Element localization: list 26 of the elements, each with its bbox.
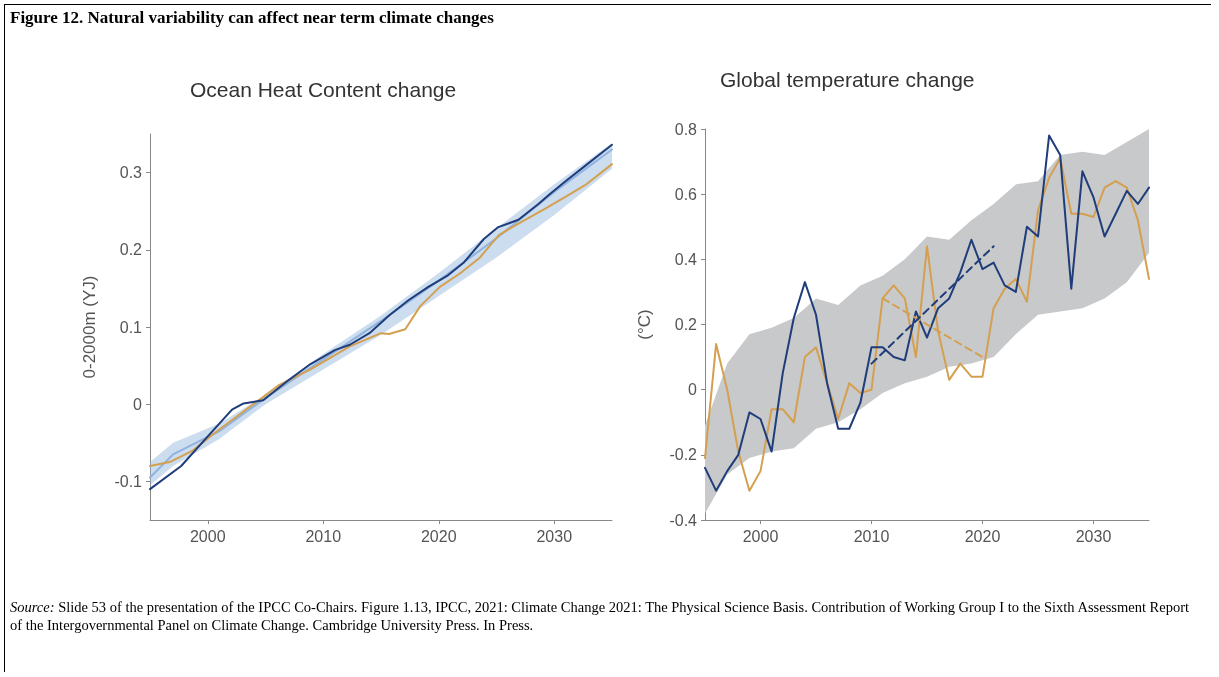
- source-note: Source: Slide 53 of the presentation of the IPCC Co-Chairs. Figure 1.13, IPCC, 2021: Climate Change 2021: The Physical Science Basis. Contribution of Working Group I to the Sixth Assessment Report of the Intergovernmental Panel on Climate Change. Cambridge University Press. In Press.: [10, 598, 1190, 634]
- x-tick-label: 2020: [420, 527, 457, 545]
- y-tick-label: 0.6: [674, 185, 698, 203]
- y-tick-label: 0: [688, 381, 698, 399]
- chart-title: Figure 12. Natural variability can affect near term climate changes: [10, 8, 494, 28]
- chart-title: Global temperature change: [720, 68, 975, 91]
- x-tick-label: 2010: [853, 527, 890, 545]
- x-tick-label: 2000: [189, 527, 226, 545]
- y-tick-label: 0.4: [674, 250, 698, 268]
- x-tick-label: 2030: [1075, 527, 1112, 545]
- y-tick-label: 0.3: [119, 164, 143, 182]
- y-axis-title: 0-2000m (YJ): [80, 275, 99, 379]
- y-axis-title: (°C): [635, 309, 654, 340]
- y-tick-label: 0.2: [119, 241, 143, 259]
- chart-subtitle: Ocean Heat Content change: [190, 78, 457, 101]
- y-tick-label: -0.1: [114, 472, 143, 490]
- y-tick-label: 0.2: [674, 316, 698, 333]
- x-tick-label: 2000: [742, 527, 779, 545]
- y-tick-label: 0.8: [674, 120, 698, 138]
- y-tick-label: 0.1: [119, 318, 143, 336]
- x-tick-label: 2030: [536, 527, 573, 545]
- x-tick-label: 2010: [305, 527, 342, 545]
- y-tick-label: -0.4: [669, 511, 698, 529]
- y-tick-label: -0.2: [669, 446, 698, 464]
- x-tick-label: 2020: [964, 527, 1001, 545]
- y-tick-label: 0: [133, 395, 143, 413]
